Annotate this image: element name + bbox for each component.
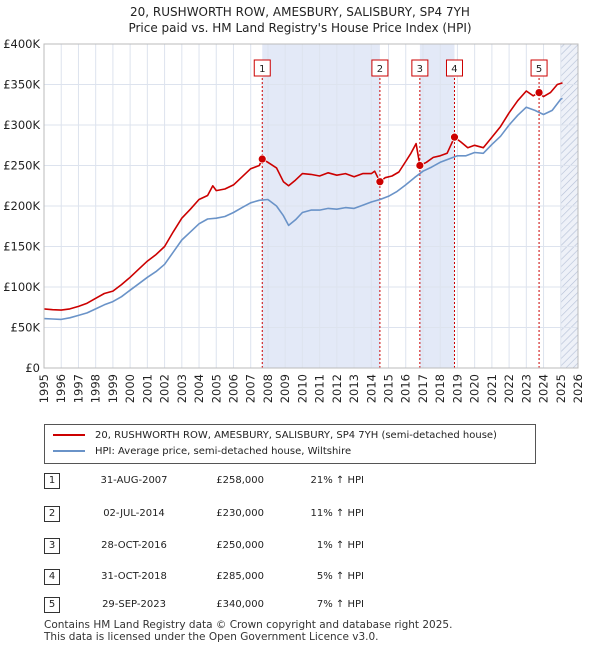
sale-number-badge: 2 [44,506,60,522]
title-line-2: Price paid vs. HM Land Registry's House … [128,21,472,35]
sale-point [534,88,544,97]
sale-price: £258,000 [216,475,264,486]
sale-hpi-change: 7% ↑ HPI [316,599,364,610]
x-tick-label: 2012 [330,374,344,403]
x-tick-label: 2005 [209,374,223,403]
legend-swatch-price [53,434,85,436]
x-tick-label: 2014 [364,374,378,403]
legend: 20, RUSHWORTH ROW, AMESBURY, SALISBURY, … [44,424,536,464]
y-tick-label: £300K [3,118,40,132]
x-tick-label: 2019 [450,374,464,403]
y-tick-label: £400K [3,37,40,51]
legend-label-price: 20, RUSHWORTH ROW, AMESBURY, SALISBURY, … [95,430,497,441]
legend-item-price: 20, RUSHWORTH ROW, AMESBURY, SALISBURY, … [53,429,497,443]
x-tick-label: 2026 [571,374,585,403]
sale-number-badge: 3 [44,538,60,554]
sale-marker-box [530,59,548,77]
y-tick-label: £250K [3,159,40,173]
sale-price: £340,000 [216,599,264,610]
x-tick-label: 1995 [37,374,51,403]
title-line-1: 20, RUSHWORTH ROW, AMESBURY, SALISBURY, … [130,5,470,19]
x-tick-label: 2004 [192,374,206,403]
sale-point [257,154,267,164]
footer: Contains HM Land Registry data © Crown c… [44,619,452,643]
sale-marker-box [253,59,271,77]
x-tick-label: 2008 [261,374,275,403]
x-tick-label: 2018 [433,374,447,403]
y-tick-label: £150K [3,240,40,254]
x-tick-label: 2001 [140,374,154,403]
sale-marker-label: 2 [377,64,383,75]
sale-hpi-change: 1% ↑ HPI [316,540,364,551]
sale-marker-label: 5 [536,64,542,75]
y-tick-label: £50K [11,321,41,335]
sale-row: 2 02-JUL-2014 £230,000 11% ↑ HPI [44,506,444,524]
x-tick-label: 2003 [175,374,189,403]
sale-price: £250,000 [216,540,264,551]
sale-hpi-change: 11% ↑ HPI [310,508,364,519]
sale-marker-box [371,59,389,77]
legend-label-hpi: HPI: Average price, semi-detached house,… [95,446,352,457]
legend-swatch-hpi [53,450,85,452]
x-tick-label: 2006 [226,374,240,403]
x-tick-label: 1999 [106,374,120,403]
sale-price: £285,000 [216,571,264,582]
legend-item-hpi: HPI: Average price, semi-detached house,… [53,445,351,459]
sale-marker-label: 4 [451,64,457,75]
hpi-line [43,97,563,321]
x-tick-label: 2021 [485,374,499,403]
sale-number-badge: 1 [44,473,60,489]
y-tick-label: £200K [3,199,40,213]
sale-number-badge: 5 [44,597,60,613]
sale-row: 3 28-OCT-2016 £250,000 1% ↑ HPI [44,538,444,556]
footer-copyright: Contains HM Land Registry data © Crown c… [44,619,453,631]
sale-date: 28-OCT-2016 [101,540,167,551]
sale-hpi-change: 5% ↑ HPI [316,571,364,582]
sale-marker-box [411,59,429,77]
x-tick-label: 2010 [295,374,309,403]
sale-date: 31-OCT-2018 [101,571,167,582]
price-chart: £0 £50K £100K £150K £200K £250K £300K £350K £400… [3,37,585,403]
x-tick-label: 2017 [416,374,430,403]
price-paid-line [43,82,563,311]
x-tick-label: 2009 [278,374,292,403]
x-tick-label: 2023 [519,374,533,403]
y-tick-label: £0 [25,361,40,375]
x-tick-label: 2007 [244,374,258,403]
x-tick-label: 2022 [502,374,516,403]
sale-point [415,161,425,170]
x-tick-label: 2020 [468,374,482,403]
y-tick-label: £350K [3,78,40,92]
footer-license: This data is licensed under the Open Gov… [44,631,379,643]
sale-date: 29-SEP-2023 [102,599,166,610]
x-tick-label: 1996 [54,374,68,403]
sale-marker-label: 3 [417,64,423,75]
y-tick-label: £100K [3,280,40,294]
x-tick-label: 2002 [158,374,172,403]
sale-marker-box [445,59,463,77]
x-tick-label: 2016 [399,374,413,403]
sale-date: 02-JUL-2014 [103,508,165,519]
x-tick-label: 2025 [554,374,568,403]
sale-date: 31-AUG-2007 [100,475,168,486]
x-tick-label: 2011 [313,374,327,403]
sale-point [450,132,459,142]
sale-number-badge: 4 [44,569,60,585]
sale-point [375,177,385,187]
plot-frame [43,43,579,369]
sale-row: 5 29-SEP-2023 £340,000 7% ↑ HPI [44,597,444,615]
x-tick-label: 2000 [123,374,137,403]
sale-row: 4 31-OCT-2018 £285,000 5% ↑ HPI [44,569,444,587]
x-tick-label: 2013 [347,374,361,403]
sale-price: £230,000 [216,508,264,519]
sale-hpi-change: 21% ↑ HPI [310,475,364,486]
sale-marker-label: 1 [259,64,265,75]
sale-row: 1 31-AUG-2007 £258,000 21% ↑ HPI [44,473,444,491]
x-tick-label: 1998 [89,374,103,403]
x-tick-label: 2024 [537,374,551,403]
chart-title: 20, RUSHWORTH ROW, AMESBURY, SALISBURY, … [0,4,600,36]
x-tick-label: 1997 [71,374,85,403]
x-tick-label: 2015 [382,374,396,403]
